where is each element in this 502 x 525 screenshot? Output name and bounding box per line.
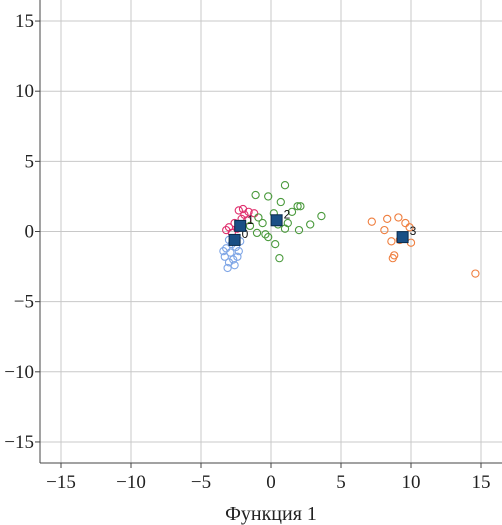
data-point bbox=[294, 225, 304, 235]
x-tick-label: 5 bbox=[336, 472, 346, 493]
x-tick-label: −15 bbox=[46, 472, 76, 493]
data-point bbox=[220, 252, 229, 261]
data-point bbox=[252, 228, 262, 238]
data-point bbox=[471, 269, 480, 278]
data-point bbox=[296, 202, 305, 211]
data-point bbox=[264, 192, 273, 201]
data-point bbox=[283, 218, 292, 228]
data-point bbox=[250, 209, 259, 218]
axes bbox=[35, 0, 502, 468]
data-point bbox=[405, 223, 414, 232]
y-tick-label: −10 bbox=[4, 362, 34, 383]
data-point bbox=[234, 246, 243, 256]
x-tick-label: 10 bbox=[402, 472, 421, 493]
y-tick-label: 15 bbox=[15, 11, 34, 32]
data-point bbox=[222, 225, 231, 235]
data-point bbox=[261, 230, 270, 239]
data-point bbox=[229, 255, 238, 264]
data-point bbox=[276, 197, 285, 207]
data-point bbox=[238, 204, 248, 214]
data-point bbox=[317, 211, 326, 221]
y-tick-label: −15 bbox=[4, 432, 34, 453]
data-point bbox=[388, 254, 397, 263]
data-point bbox=[380, 225, 389, 235]
x-tick-label: 0 bbox=[266, 472, 276, 493]
data-point bbox=[271, 239, 280, 249]
data-point bbox=[401, 218, 410, 228]
group-centroid-label: 0 bbox=[242, 227, 249, 241]
data-point bbox=[254, 213, 263, 222]
y-tick-label: 0 bbox=[25, 222, 35, 243]
data-point bbox=[367, 217, 376, 226]
group-centroid-marker bbox=[234, 219, 247, 232]
grid-lines bbox=[40, 0, 502, 463]
group-centroid-marker bbox=[228, 233, 241, 246]
group-centroid-label: 2 bbox=[284, 207, 291, 221]
data-point bbox=[219, 246, 228, 256]
x-tick-label: −5 bbox=[191, 472, 211, 493]
data-point bbox=[383, 214, 392, 224]
group-centroid-marker bbox=[270, 214, 283, 227]
y-tick-label: −5 bbox=[14, 292, 34, 313]
x-tick-label: −10 bbox=[116, 472, 146, 493]
data-point bbox=[280, 181, 290, 190]
y-tick-label: 10 bbox=[15, 81, 34, 102]
data-point bbox=[233, 252, 242, 261]
data-point bbox=[387, 237, 396, 246]
data-point bbox=[394, 213, 403, 222]
data-point bbox=[234, 206, 243, 215]
x-axis-title: Функция 1 bbox=[225, 503, 317, 525]
data-point bbox=[251, 190, 260, 200]
data-point bbox=[275, 254, 284, 263]
y-tick-label: 5 bbox=[25, 151, 35, 172]
group-centroids: 01 2 3 bbox=[228, 207, 417, 246]
data-point bbox=[264, 232, 273, 242]
data-point bbox=[223, 263, 232, 273]
data-point bbox=[245, 221, 255, 231]
x-tick-label: 15 bbox=[472, 472, 491, 493]
group-centroid-label: 1 bbox=[247, 213, 254, 227]
data-point bbox=[287, 207, 297, 217]
data-point bbox=[293, 202, 302, 211]
group-centroid-label: 3 bbox=[410, 224, 417, 238]
data-point bbox=[258, 218, 267, 228]
data-point bbox=[222, 244, 231, 253]
data-point bbox=[306, 220, 315, 229]
data-point bbox=[230, 261, 239, 270]
group-centroid-marker bbox=[396, 231, 409, 244]
